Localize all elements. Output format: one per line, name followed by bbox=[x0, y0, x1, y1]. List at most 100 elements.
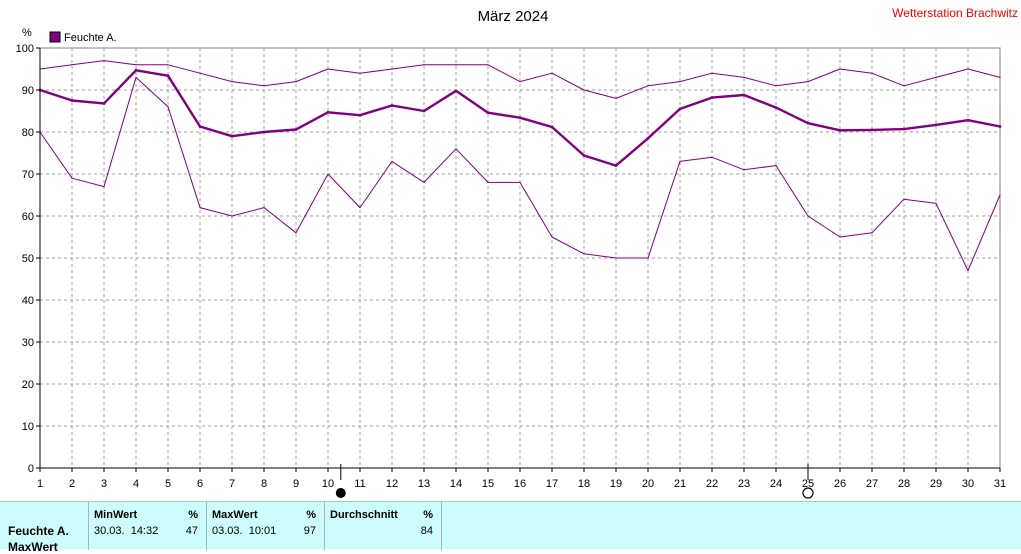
data-point-avg bbox=[358, 113, 362, 117]
data-point-max bbox=[295, 81, 297, 83]
data-point-avg bbox=[70, 99, 74, 102]
data-point-min bbox=[935, 202, 937, 204]
data-point-max bbox=[839, 68, 841, 70]
x-tick-label: 10 bbox=[322, 478, 334, 490]
x-tick-label: 18 bbox=[578, 478, 590, 490]
data-point-min bbox=[199, 207, 201, 209]
data-point-max bbox=[423, 64, 425, 66]
data-point-min bbox=[999, 194, 1001, 196]
data-point-min bbox=[615, 257, 617, 259]
data-point-max bbox=[519, 81, 521, 83]
data-point-avg bbox=[486, 111, 490, 115]
y-tick-label: 20 bbox=[22, 379, 34, 391]
data-point-max bbox=[679, 81, 681, 83]
y-tick-label: 50 bbox=[22, 253, 34, 265]
station-name: Wetterstation Brachwitz bbox=[892, 6, 1018, 20]
stats-max-column: MaxWert % 03.03. 10:01 97 bbox=[207, 502, 325, 550]
y-tick-label: 40 bbox=[22, 295, 34, 307]
data-point-max bbox=[167, 64, 169, 66]
humidity-chart: März 2024 Wetterstation Brachwitz % Feuc… bbox=[16, 6, 1018, 499]
data-point-min bbox=[647, 257, 649, 259]
data-point-max bbox=[967, 68, 969, 70]
data-point-avg bbox=[998, 125, 1002, 128]
data-point-max bbox=[71, 64, 73, 66]
x-tick-label: 22 bbox=[706, 478, 718, 490]
full-moon-icon bbox=[802, 487, 814, 499]
x-tick-label: 29 bbox=[930, 478, 942, 490]
data-point-min bbox=[551, 236, 553, 238]
avg-header: Durchschnitt bbox=[330, 509, 398, 521]
data-point-max bbox=[199, 72, 201, 74]
data-point-min bbox=[903, 198, 905, 200]
data-point-min bbox=[391, 160, 393, 162]
data-point-max bbox=[455, 64, 457, 66]
data-point-max bbox=[903, 85, 905, 87]
stats-row-label: Feuchte A. bbox=[8, 524, 69, 538]
data-point-avg bbox=[838, 128, 842, 132]
data-point-max bbox=[743, 76, 745, 78]
data-point-avg bbox=[774, 106, 778, 110]
data-point-max bbox=[103, 60, 105, 62]
statistics-panel: Feuchte A. MaxWert MinWert % 30.03. 14:3… bbox=[0, 501, 1021, 554]
data-point-min bbox=[455, 148, 457, 150]
data-point-min bbox=[487, 181, 489, 183]
new-moon-icon bbox=[335, 488, 346, 498]
data-point-avg bbox=[646, 136, 650, 140]
data-point-min bbox=[359, 207, 361, 209]
stats-label-column: Feuchte A. MaxWert bbox=[0, 502, 89, 554]
x-tick-label: 7 bbox=[229, 478, 235, 490]
x-tick-label: 27 bbox=[866, 478, 878, 490]
y-tick-label: 30 bbox=[22, 337, 34, 349]
axes bbox=[36, 47, 1001, 472]
avg-value: 84 bbox=[420, 525, 433, 537]
data-point-max bbox=[135, 64, 137, 66]
data-point-max bbox=[999, 76, 1001, 78]
data-point-avg bbox=[806, 121, 810, 125]
data-point-max bbox=[711, 72, 713, 74]
data-point-avg bbox=[390, 104, 394, 107]
data-point-avg bbox=[294, 128, 298, 131]
data-point-avg bbox=[614, 164, 618, 168]
x-tick-label: 5 bbox=[165, 478, 171, 490]
data-point-avg bbox=[422, 109, 426, 113]
x-tick-label: 11 bbox=[354, 478, 365, 490]
y-tick-label: 90 bbox=[22, 85, 34, 97]
data-point-avg bbox=[230, 134, 234, 138]
stats-avg-column: Durchschnitt % 84 bbox=[325, 502, 442, 550]
data-point-max bbox=[327, 68, 329, 70]
x-tick-label: 19 bbox=[610, 478, 622, 490]
x-tick-label: 9 bbox=[293, 478, 299, 490]
data-point-avg bbox=[326, 110, 330, 114]
data-point-avg bbox=[262, 130, 266, 134]
data-point-min bbox=[519, 181, 521, 183]
y-tick-label: 70 bbox=[22, 169, 34, 181]
data-point-max bbox=[551, 72, 553, 74]
data-point-min bbox=[583, 253, 585, 255]
stats-row-label-2: MaxWert bbox=[8, 540, 58, 554]
data-point-min bbox=[871, 232, 873, 234]
data-point-avg bbox=[966, 118, 970, 122]
data-point-max bbox=[807, 81, 809, 83]
data-point-avg bbox=[166, 74, 170, 78]
y-tick-labels: 0 10 20 30 40 50 60 70 80 90 100 bbox=[16, 43, 34, 475]
data-point-min bbox=[327, 173, 329, 175]
x-tick-label: 8 bbox=[261, 478, 267, 490]
data-point-avg bbox=[710, 96, 714, 99]
y-tick-label: 60 bbox=[22, 211, 34, 223]
x-tick-label: 13 bbox=[418, 478, 430, 490]
data-point-max bbox=[871, 72, 873, 74]
data-point-max bbox=[647, 85, 649, 87]
x-tick-label: 30 bbox=[962, 478, 974, 490]
data-point-min bbox=[295, 232, 297, 234]
x-tick-label: 28 bbox=[898, 478, 910, 490]
data-point-min bbox=[263, 207, 265, 209]
y-tick-label: 10 bbox=[22, 421, 34, 433]
max-value: 97 bbox=[303, 525, 316, 537]
data-point-min bbox=[839, 236, 841, 238]
y-tick-label: 80 bbox=[22, 127, 34, 139]
data-point-avg bbox=[934, 123, 938, 127]
max-unit: % bbox=[306, 509, 316, 521]
series-lines bbox=[38, 60, 1002, 272]
data-point-avg bbox=[902, 127, 906, 131]
data-point-avg bbox=[134, 68, 138, 72]
